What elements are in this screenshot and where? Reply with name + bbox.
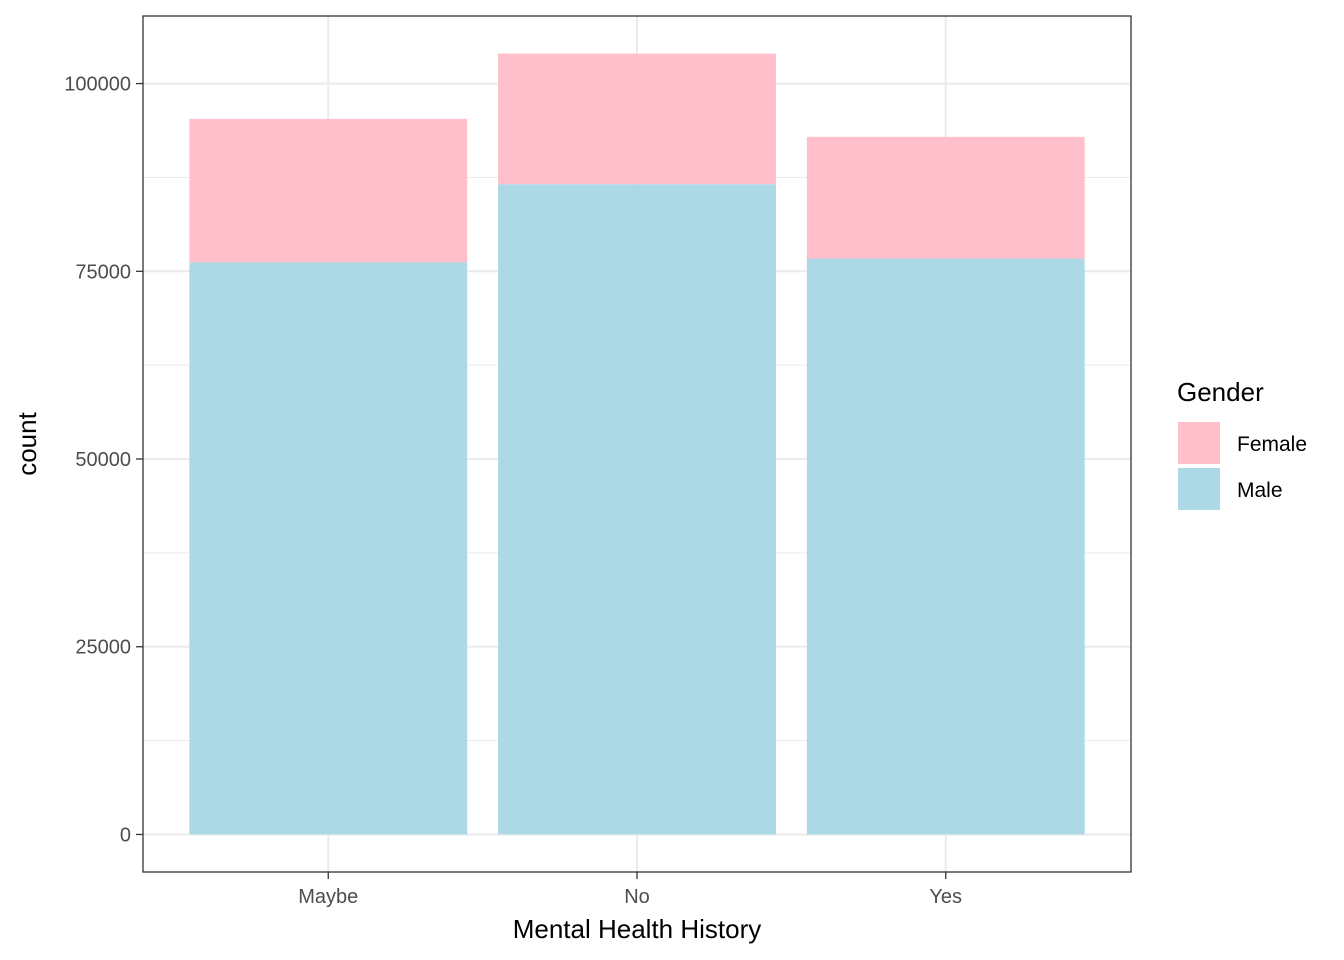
y-tick-label: 100000 [64,74,131,96]
legend-label-male: Male [1237,479,1283,502]
y-tick-label: 0 [120,824,131,846]
x-tick-label: No [624,886,650,908]
x-tick-label: Yes [929,886,962,908]
y-axis: 0 25000 50000 75000 100000 [64,74,143,846]
legend-swatch-female [1178,422,1220,464]
bar-female-maybe [189,118,468,263]
y-tick-label: 25000 [75,637,131,659]
bar-female-no [498,53,776,185]
bars [189,53,1085,835]
legend: Gender Female Male [1177,377,1307,510]
x-tick-label: Maybe [298,886,358,908]
x-axis: Maybe No Yes [298,872,962,908]
x-axis-title: Mental Health History [513,914,762,944]
bar-female-yes [806,136,1085,259]
legend-label-female: Female [1237,433,1307,456]
bar-male-yes [806,258,1085,835]
y-axis-title: count [12,411,42,475]
legend-title: Gender [1177,377,1264,407]
y-tick-label: 75000 [75,261,131,283]
bar-male-no [498,184,776,835]
legend-swatch-male [1178,468,1220,510]
bar-male-maybe [189,262,468,835]
y-tick-label: 50000 [75,449,131,471]
